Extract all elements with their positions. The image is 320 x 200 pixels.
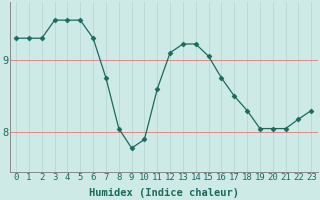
- X-axis label: Humidex (Indice chaleur): Humidex (Indice chaleur): [89, 188, 239, 198]
